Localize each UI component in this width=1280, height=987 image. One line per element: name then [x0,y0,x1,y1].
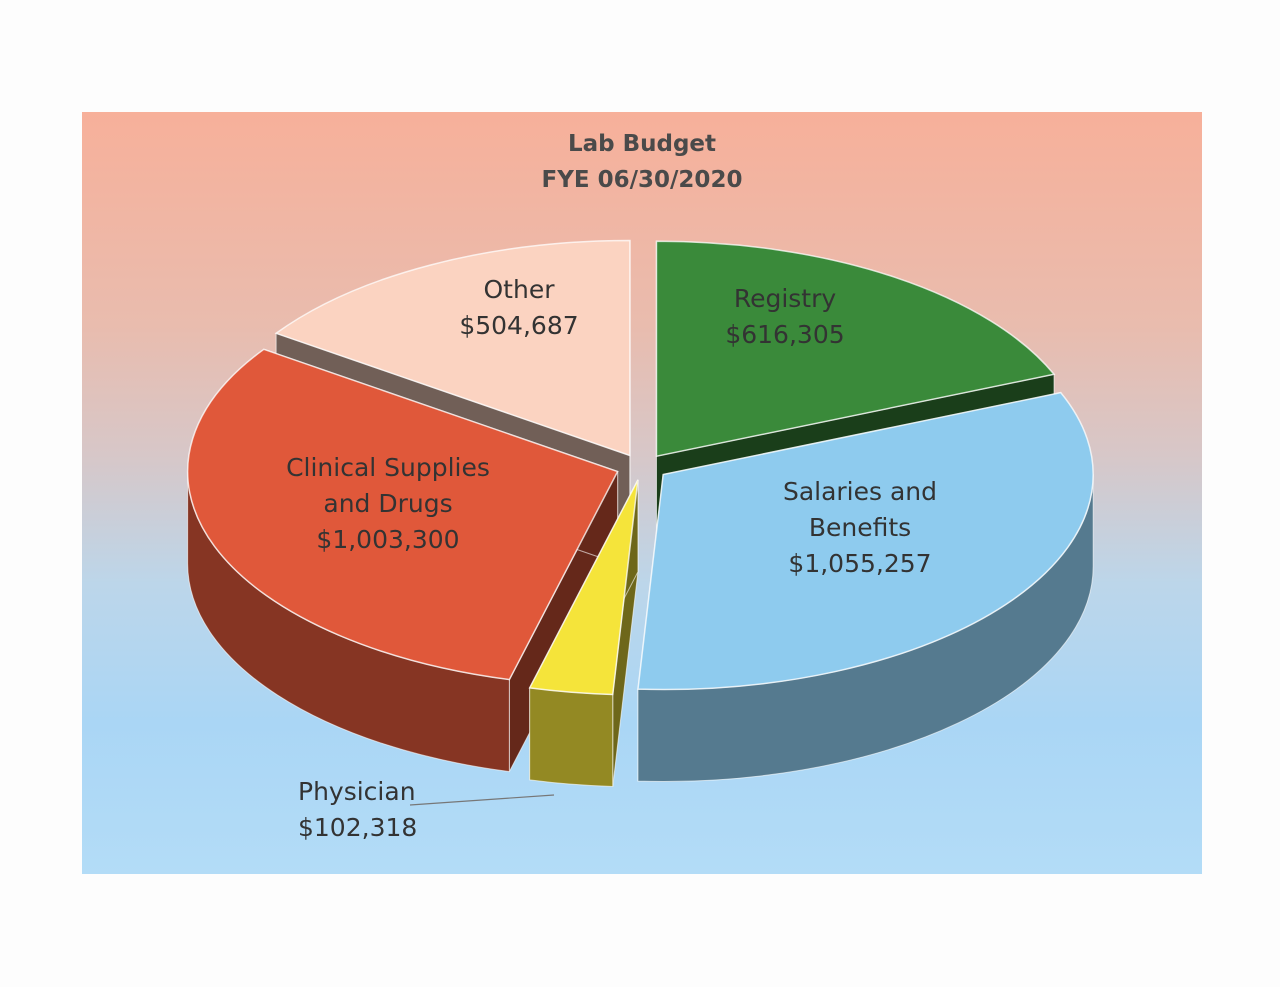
slice-name-label: and Drugs [323,489,452,518]
pie-slice-wall [529,687,614,787]
slice-value-label: $1,055,257 [788,549,931,578]
chart-subtitle: FYE 06/30/2020 [541,167,743,193]
chart-title: Lab Budget [567,131,717,157]
pie-svg: Registry $616,305 Salaries and Benefits $1,0… [186,239,1094,842]
pie-slice-top [655,240,1056,458]
pie-slice-2 [528,479,639,787]
slice-label-3: Clinical Supplies and Drugs $1,003,300 [286,453,490,554]
slice-value-label: $616,305 [725,320,844,349]
slice-name-label: Benefits [809,513,911,542]
slice-name-label: Other [484,275,556,304]
slice-name-label: Physician [298,777,416,806]
pie-slice-1 [637,391,1094,783]
pie-chart: Lab Budget FYE 06/30/2020 Registry $616,3… [82,112,1202,874]
slice-label-4: Other $504,687 [459,275,578,340]
slice-value-label: $504,687 [459,311,578,340]
slice-name-label: Registry [734,284,837,313]
slice-label-0: Registry $616,305 [725,284,844,349]
slice-label-2: Physician $102,318 [298,777,417,842]
slice-name-label: Clinical Supplies [286,453,490,482]
pie-slice-top [528,479,639,696]
slice-label-1: Salaries and Benefits $1,055,257 [783,477,937,578]
slice-name-label: Salaries and [783,477,937,506]
pie-slice-top [274,239,631,457]
slice-value-label: $1,003,300 [316,525,459,554]
pie-slice-top [186,348,619,681]
slice-value-label: $102,318 [298,813,417,842]
pie-slice-top [637,391,1094,691]
leader-line [409,794,555,806]
